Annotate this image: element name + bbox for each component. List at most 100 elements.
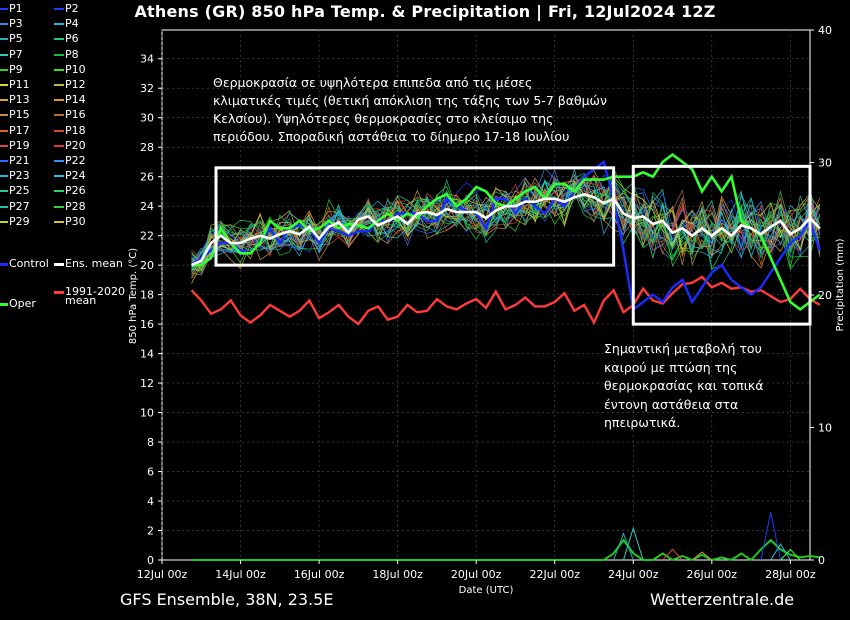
- legend-item-p22: P22: [54, 154, 86, 168]
- y-tick-label: 26: [140, 171, 154, 184]
- legend-label: Ens. mean: [65, 257, 123, 270]
- legend-item-p23: P23: [0, 169, 30, 183]
- legend-label: P17: [9, 123, 30, 137]
- precip-peak: [760, 512, 782, 561]
- chart-title: Athens (GR) 850 hPa Temp. & Precipitatio…: [134, 2, 716, 21]
- y2-tick-label: 30: [818, 157, 832, 170]
- member-line-p27: [191, 172, 821, 263]
- annotation-bottom-line-4: έντονη αστάθεια στα: [604, 396, 739, 412]
- legend-swatch: [0, 129, 8, 132]
- y-axis-label: 850 hPa Temp. (°C): [128, 248, 139, 344]
- legend-swatch: [0, 68, 8, 71]
- legend-swatch: [0, 175, 8, 178]
- legend-label: P6: [65, 32, 79, 46]
- y-tick-label: 8: [147, 436, 154, 449]
- legend-label: Control: [9, 257, 49, 270]
- chart-axes: 0246810121416182022242628303234010203040…: [128, 24, 846, 596]
- y-tick-label: 34: [140, 53, 154, 66]
- legend-label: P7: [9, 47, 23, 61]
- legend-swatch: [0, 8, 8, 10]
- legend-label: P13: [9, 93, 30, 107]
- legend-label: P21: [9, 154, 30, 167]
- y-tick-label: 30: [140, 112, 154, 125]
- precip-peak: [780, 548, 801, 561]
- legend-label: P4: [65, 17, 79, 31]
- legend-item-p4: P4: [54, 17, 79, 31]
- main-series: [190, 152, 821, 326]
- legend-swatch: [0, 114, 8, 117]
- legend-item-p15: P15: [0, 108, 30, 122]
- precip-peak: [691, 551, 713, 561]
- legend-swatch: [0, 190, 8, 193]
- legend-item-p28: P28: [54, 200, 86, 214]
- legend-swatch: [0, 144, 8, 147]
- legend-item-control: Control: [0, 257, 49, 271]
- y-tick-label: 28: [140, 141, 154, 154]
- legend-swatch: [0, 160, 8, 162]
- legend-swatch: [54, 190, 64, 193]
- y-tick-label: 32: [140, 82, 154, 95]
- member-line-p22: [191, 167, 821, 271]
- y-tick-label: 12: [140, 377, 154, 390]
- legend-swatch: [0, 38, 8, 41]
- legend-label: P28: [65, 199, 86, 213]
- legend-item-p7: P7: [0, 48, 23, 62]
- legend-label: P14: [65, 93, 86, 107]
- legend-item-p11: P11: [0, 78, 30, 92]
- legend-item-p13: P13: [0, 93, 30, 107]
- ens-mean-line: [190, 193, 821, 267]
- footer-model: GFS Ensemble, 38N, 23.5E: [120, 590, 334, 609]
- legend-item-p19: P19: [0, 139, 30, 153]
- annotation-bottom-line-2: καιρού με πτώση της: [604, 359, 738, 375]
- legend-swatch: [54, 262, 64, 266]
- legend-label: P10: [65, 62, 86, 76]
- legend-label: P25: [9, 184, 30, 198]
- legend-swatch: [54, 220, 64, 223]
- highlight-boxes: [214, 164, 812, 326]
- legend-label: P30: [65, 214, 86, 228]
- legend-item-p2: P2: [54, 2, 79, 16]
- legend-swatch: [54, 53, 64, 56]
- climatology-line: [190, 275, 821, 326]
- x-tick-label: 26Jul 00z: [687, 568, 738, 581]
- legend-item-p20: P20: [54, 139, 86, 153]
- legend-item-p5: P5: [0, 32, 23, 46]
- legend-label: P19: [9, 138, 30, 152]
- y2-tick-label: 0: [818, 554, 825, 567]
- footer-site[interactable]: Wetterzentrale.de: [650, 590, 795, 609]
- legend-item-p21: P21: [0, 154, 30, 168]
- legend-item-p27: P27: [0, 200, 30, 214]
- x-tick-label: 28Jul 00z: [765, 568, 816, 581]
- legend-label: Oper: [9, 297, 36, 310]
- legend-swatch: [0, 220, 8, 223]
- legend-item-p14: P14: [54, 93, 86, 107]
- legend-swatch: [0, 205, 8, 208]
- legend-label: P12: [65, 78, 86, 91]
- x-tick-label: 16Jul 00z: [294, 568, 345, 581]
- y-tick-label: 18: [140, 289, 154, 302]
- legend-label: 1991-2020: [65, 285, 125, 298]
- legend-label: P9: [9, 62, 23, 76]
- legend-item-p24: P24: [54, 169, 86, 183]
- legend-swatch: [54, 68, 64, 71]
- x-tick-label: 14Jul 00z: [215, 568, 266, 581]
- y-tick-label: 2: [147, 525, 154, 538]
- legend-item-p12: P12: [54, 78, 86, 92]
- legend-swatch: [54, 84, 64, 86]
- precip-peak: [613, 532, 634, 561]
- y2-tick-label: 10: [818, 422, 832, 435]
- legend-label: P27: [9, 199, 30, 213]
- legend-swatch: [54, 175, 64, 178]
- annotation-top: Θερμοκρασία σε υψηλότερα επιπεδα από τις…: [213, 74, 607, 146]
- legend-label: P23: [9, 169, 30, 183]
- y-tick-label: 20: [140, 259, 154, 272]
- legend-swatch: [0, 262, 8, 266]
- legend-item-p26: P26: [54, 184, 86, 198]
- legend-swatch: [0, 302, 8, 306]
- legend-item-p16: P16: [54, 108, 86, 122]
- legend-item-ens-mean: Ens. mean: [54, 257, 123, 271]
- legend-label: P2: [65, 2, 79, 15]
- legend-item-clim: 1991-2020: [54, 285, 125, 299]
- legend-item-p30: P30: [54, 215, 86, 229]
- legend-swatch: [54, 8, 64, 10]
